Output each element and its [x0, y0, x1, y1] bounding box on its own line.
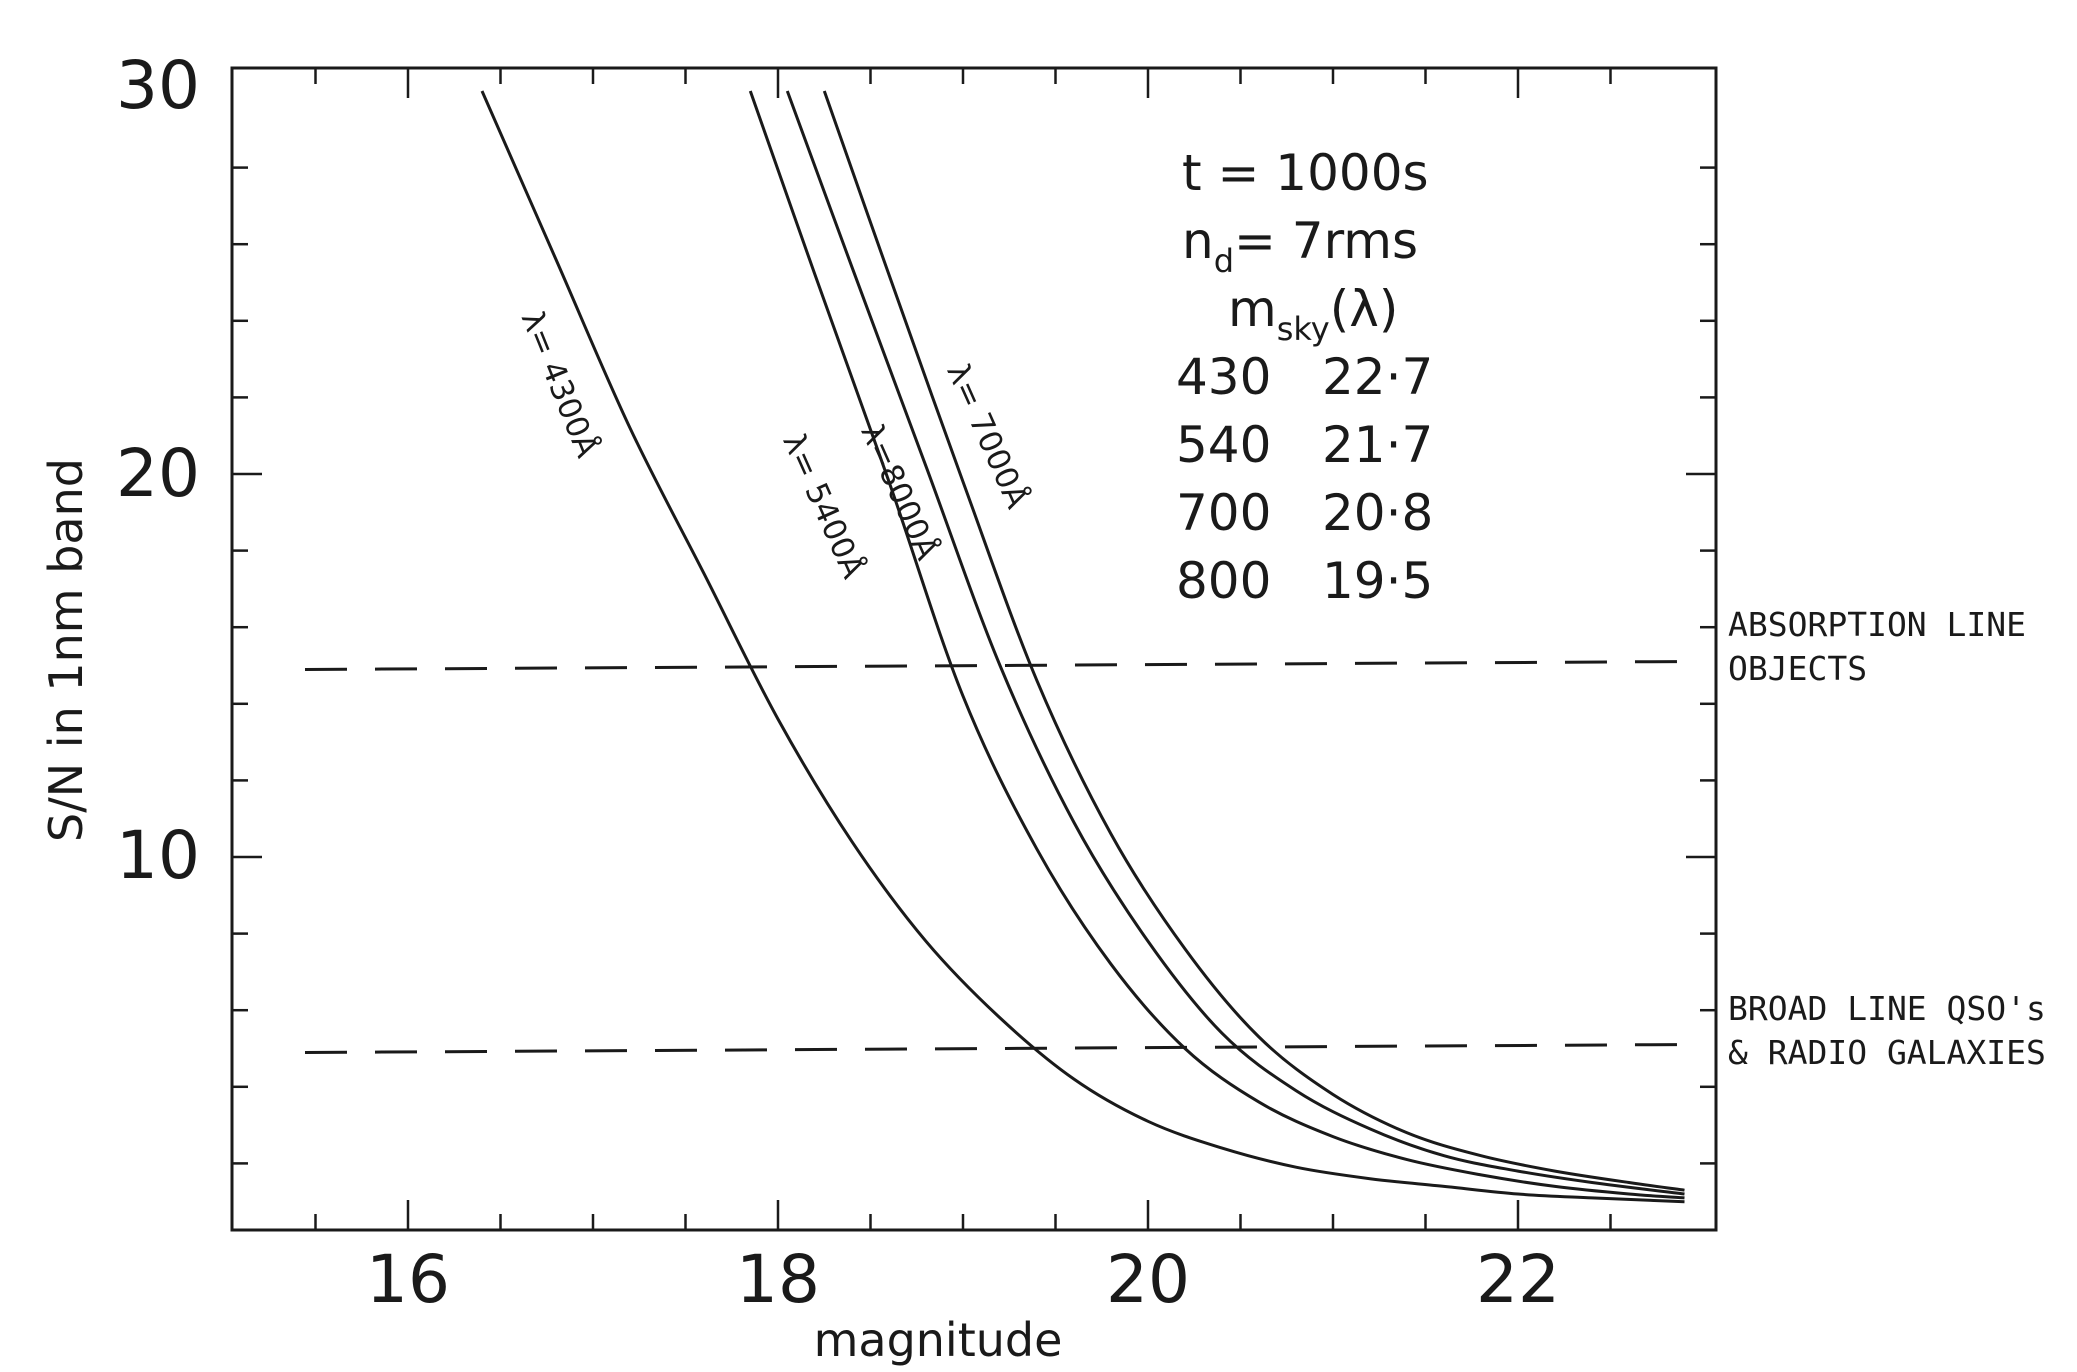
legend-nd: nd= 7rms: [1182, 212, 1418, 280]
legend-nd-main: n: [1182, 212, 1214, 270]
qso-label-line2: & RADIO GALAXIES: [1728, 1033, 2046, 1072]
broad-line-threshold: [304, 1043, 1689, 1054]
legend-row-msky: 20·8: [1322, 484, 1433, 542]
x-tick-label-22: 22: [1476, 1241, 1560, 1318]
absorption-line-threshold: [304, 660, 1689, 671]
x-tick-label-18: 18: [736, 1241, 820, 1318]
legend-msky-rest: (λ): [1330, 280, 1399, 338]
legend-row-lambda: 800: [1176, 552, 1271, 610]
legend-msky-main: m: [1228, 280, 1277, 338]
plot-frame: [230, 66, 1718, 1232]
y-tick-label-10: 10: [116, 817, 200, 894]
legend-row-lambda: 540: [1176, 416, 1271, 474]
x-tick-label-16: 16: [366, 1241, 450, 1318]
x-tick-label-20: 20: [1106, 1241, 1190, 1318]
legend-row-msky: 21·7: [1322, 416, 1433, 474]
parameter-legend: t = 1000s nd= 7rms msky(λ) 430 22·7 540 …: [1176, 144, 1433, 610]
legend-row-msky: 22·7: [1322, 348, 1433, 406]
legend-msky-sub: sky: [1277, 310, 1330, 348]
series-line-1: [748, 90, 1685, 1200]
legend-nd-sub: d: [1214, 242, 1234, 280]
series-curves: [480, 90, 1685, 1204]
legend-msky: msky(λ): [1228, 280, 1398, 348]
y-tick-label-30: 30: [116, 47, 200, 124]
series-line-0: [480, 90, 1685, 1204]
curve-label-7000: λ= 7000Å: [939, 358, 1035, 514]
legend-exposure: t = 1000s: [1182, 144, 1429, 202]
series-line-2: [785, 90, 1685, 1196]
legend-nd-rest: = 7rms: [1234, 212, 1418, 270]
y-tick-label-20: 20: [116, 435, 200, 512]
legend-row-lambda: 700: [1176, 484, 1271, 542]
x-axis-title: magnitude: [814, 1313, 1063, 1367]
absorption-label-line2: OBJECTS: [1728, 649, 1867, 688]
series-line-3: [822, 90, 1685, 1192]
absorption-label-line1: ABSORPTION LINE: [1728, 605, 2026, 644]
legend-row-msky: 19·5: [1322, 552, 1433, 610]
curve-label-4300: λ= 4300Å: [514, 306, 605, 463]
axis-ticks: [232, 68, 1716, 1230]
qso-label-line1: BROAD LINE QSO's: [1728, 989, 2046, 1028]
curve-label-5400: λ= 5400Å: [775, 428, 871, 584]
curve-label-8000: λ=8000Å: [853, 419, 945, 566]
y-axis-title: S/N in 1nm band: [39, 458, 93, 842]
legend-row-lambda: 430: [1176, 348, 1271, 406]
reference-lines: [304, 660, 1689, 1054]
